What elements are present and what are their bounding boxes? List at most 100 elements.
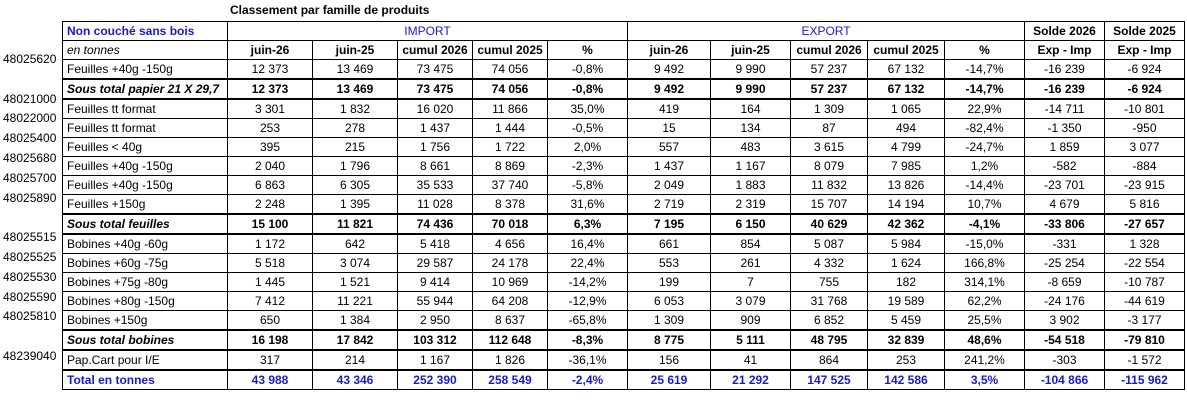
table-cell: 1 167 [397, 349, 473, 371]
table-cell: -0,8% [547, 59, 628, 80]
table-cell: 9 492 [627, 59, 711, 80]
table-cell: 40 629 [790, 213, 868, 235]
table-cell: 1 832 [312, 98, 398, 119]
table-row: Feuilles +40g -150g 2 040 1 796 8 661 8 869-… [62, 156, 1185, 176]
table-cell: 6 863 [227, 175, 313, 195]
column-header: juin-26 [627, 40, 711, 60]
table-cell: 3,5% [944, 369, 1025, 390]
table-cell: -23 915 [1104, 175, 1185, 195]
table-cell: -44 619 [1104, 291, 1185, 311]
table-cell: 3 077 [1104, 137, 1185, 157]
table-cell: 7 412 [227, 291, 313, 311]
table-row: Feuilles < 40g 395 215 1 756 1 722 2,0% 557 483… [62, 137, 1185, 157]
table-cell: 15 100 [227, 213, 313, 235]
table-cell: 182 [867, 272, 945, 292]
table-row: Bobines +60g -75g 5 518 3 074 29 587 24 178 2… [62, 253, 1185, 273]
table-cell: -1 572 [1104, 349, 1185, 371]
table-cell: 11 028 [397, 194, 473, 215]
table-cell: 57 237 [790, 59, 868, 80]
table-cell: 134 [710, 118, 791, 138]
table-cell: -115 962 [1104, 369, 1185, 390]
table-cell: -33 806 [1024, 213, 1105, 235]
product-code: 48025515 [3, 230, 57, 245]
table-cell: 2 248 [227, 194, 313, 215]
product-code: 48025525 [3, 250, 57, 264]
table-cell: 419 [627, 98, 711, 119]
table-cell: 557 [627, 137, 711, 157]
table-cell: 2 040 [227, 156, 313, 176]
table-cell: 35 533 [397, 175, 473, 195]
export-header: EXPORT [627, 21, 1025, 41]
table-cell: 1 437 [627, 156, 711, 176]
solde-2025-header: Solde 2025 [1104, 21, 1185, 41]
table-cell: 258 549 [472, 369, 548, 390]
table-cell: 1 859 [1024, 137, 1105, 157]
table-cell: 74 056 [472, 59, 548, 80]
row-label: Sous total feuilles [62, 213, 228, 235]
table-cell: 6 305 [312, 175, 398, 195]
table-cell: 2 950 [397, 310, 473, 331]
row-label: Bobines +75g -80g [62, 272, 228, 292]
table-cell: -15,0% [944, 233, 1025, 254]
table-cell: 483 [710, 137, 791, 157]
table-cell: -22 554 [1104, 253, 1185, 273]
table-cell: 67 132 [867, 59, 945, 80]
table-cell: 57 237 [790, 78, 868, 100]
column-header: Exp - Imp [1024, 40, 1105, 60]
table-cell: -6 924 [1104, 59, 1185, 80]
column-header: cumul 2026 [397, 40, 473, 60]
column-header: cumul 2025 [472, 40, 548, 60]
table-cell: -25 254 [1024, 253, 1105, 273]
table-cell: 11 221 [312, 291, 398, 311]
solde-2026-header: Solde 2026 [1024, 21, 1105, 41]
table-cell: -10 801 [1104, 98, 1185, 119]
table-cell: 6 150 [710, 213, 791, 235]
table-cell: 48 795 [790, 329, 868, 351]
table-cell: 395 [227, 137, 313, 157]
table-cell: 6 852 [790, 310, 868, 331]
table-cell: -82,4% [944, 118, 1025, 138]
table-cell: 73 475 [397, 59, 473, 80]
table-cell: 62,2% [944, 291, 1025, 311]
table-cell: 164 [710, 98, 791, 119]
table-cell: 5 518 [227, 253, 313, 273]
table-cell: 25 619 [627, 369, 711, 390]
table-cell: 29 587 [397, 253, 473, 273]
product-code: 48025890 [3, 190, 57, 205]
table-cell: 74 056 [472, 78, 548, 100]
table-cell: 9 492 [627, 78, 711, 100]
table-cell: 156 [627, 349, 711, 371]
table-cell: -36,1% [547, 349, 628, 371]
table-cell: 909 [710, 310, 791, 331]
table-cell: -884 [1104, 156, 1185, 176]
row-label: Bobines +40g -60g [62, 233, 228, 254]
product-code: 48025680 [3, 151, 57, 165]
table-cell: -16 239 [1024, 59, 1105, 80]
table-cell: -14 711 [1024, 98, 1105, 119]
table-cell: 5 087 [790, 233, 868, 254]
table-cell: 12 373 [227, 59, 313, 80]
column-header: % [944, 40, 1025, 60]
product-code: 48025400 [3, 131, 57, 146]
column-header: Exp - Imp [1104, 40, 1185, 60]
table-cell: 43 346 [312, 369, 398, 390]
table-cell: 1 167 [710, 156, 791, 176]
table-cell: 241,2% [944, 349, 1025, 371]
table-cell: 1 444 [472, 118, 548, 138]
row-label: Bobines +60g -75g [62, 253, 228, 273]
table-cell: -14,7% [944, 59, 1025, 80]
product-family-table: Non couché sans bois IMPORT EXPORT Solde… [62, 21, 1185, 390]
table-cell: 1 756 [397, 137, 473, 157]
table-cell: -1 350 [1024, 118, 1105, 138]
table-row: Bobines +80g -150g 7 412 11 221 55 944 64 20… [62, 291, 1185, 311]
table-cell: -0,5% [547, 118, 628, 138]
product-code: 48025590 [3, 289, 57, 304]
subtotal-row: Sous total papier 21 X 29,7 12 373 13 469 7… [62, 78, 1185, 100]
table-cell: 317 [227, 349, 313, 371]
table-cell: 314,1% [944, 272, 1025, 292]
table-cell: 24 178 [472, 253, 548, 273]
row-label: Sous total papier 21 X 29,7 [62, 78, 228, 100]
table-cell: 14 194 [867, 194, 945, 215]
table-cell: 70 018 [472, 213, 548, 235]
column-header: cumul 2026 [790, 40, 868, 60]
